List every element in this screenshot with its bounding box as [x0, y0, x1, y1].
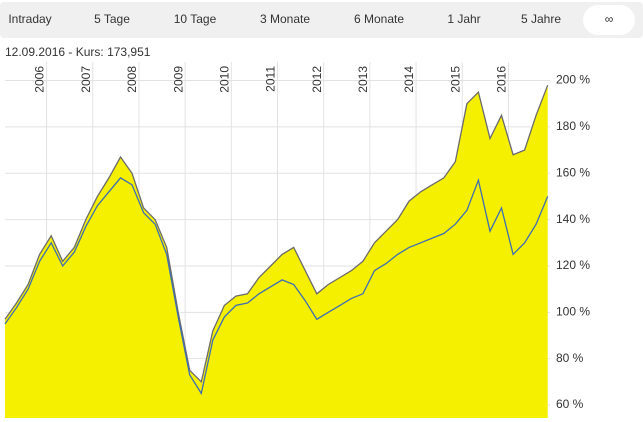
y-tick-label: 180 % [556, 119, 590, 133]
x-tick-label: 2006 [33, 66, 47, 93]
tab[interactable]: 3 Monate [260, 12, 310, 26]
y-tick-label: 160 % [556, 165, 590, 179]
tab[interactable]: 10 Tage [174, 12, 217, 26]
y-tick-label: 120 % [556, 258, 590, 272]
x-tick-label: 2009 [171, 66, 185, 93]
y-tick-label: 200 % [556, 73, 590, 87]
y-tick-label: 80 % [556, 351, 584, 365]
tab[interactable]: ∞ [605, 12, 614, 26]
tab[interactable]: 1 Jahr [447, 12, 480, 26]
tab-bar [0, 2, 643, 38]
x-tick-label: 2015 [448, 66, 462, 93]
x-tick-label: 2014 [402, 66, 416, 93]
tab[interactable]: Intraday [8, 12, 51, 26]
line [4, 177, 549, 396]
x-tick-label: 2011 [264, 66, 278, 92]
line [4, 84, 549, 384]
y-tick-label: 100 % [556, 304, 590, 318]
x-tick-label: 2013 [356, 66, 370, 93]
subtitle: 12.09.2016 - Kurs: 173,951 [5, 45, 151, 59]
area [5, 85, 548, 418]
y-tick-label: 140 % [556, 212, 590, 226]
y-tick-label: 60 % [556, 397, 584, 411]
tab[interactable]: 5 Tage [94, 12, 130, 26]
active-tab-bg [583, 5, 635, 35]
x-tick-label: 2016 [495, 66, 509, 93]
tab[interactable]: 6 Monate [354, 12, 404, 26]
x-tick-label: 2010 [217, 66, 231, 93]
x-tick-label: 2012 [310, 66, 324, 93]
x-tick-label: 2008 [125, 66, 139, 93]
tab[interactable]: 5 Jahre [521, 12, 561, 26]
x-tick-label: 2007 [79, 66, 93, 93]
